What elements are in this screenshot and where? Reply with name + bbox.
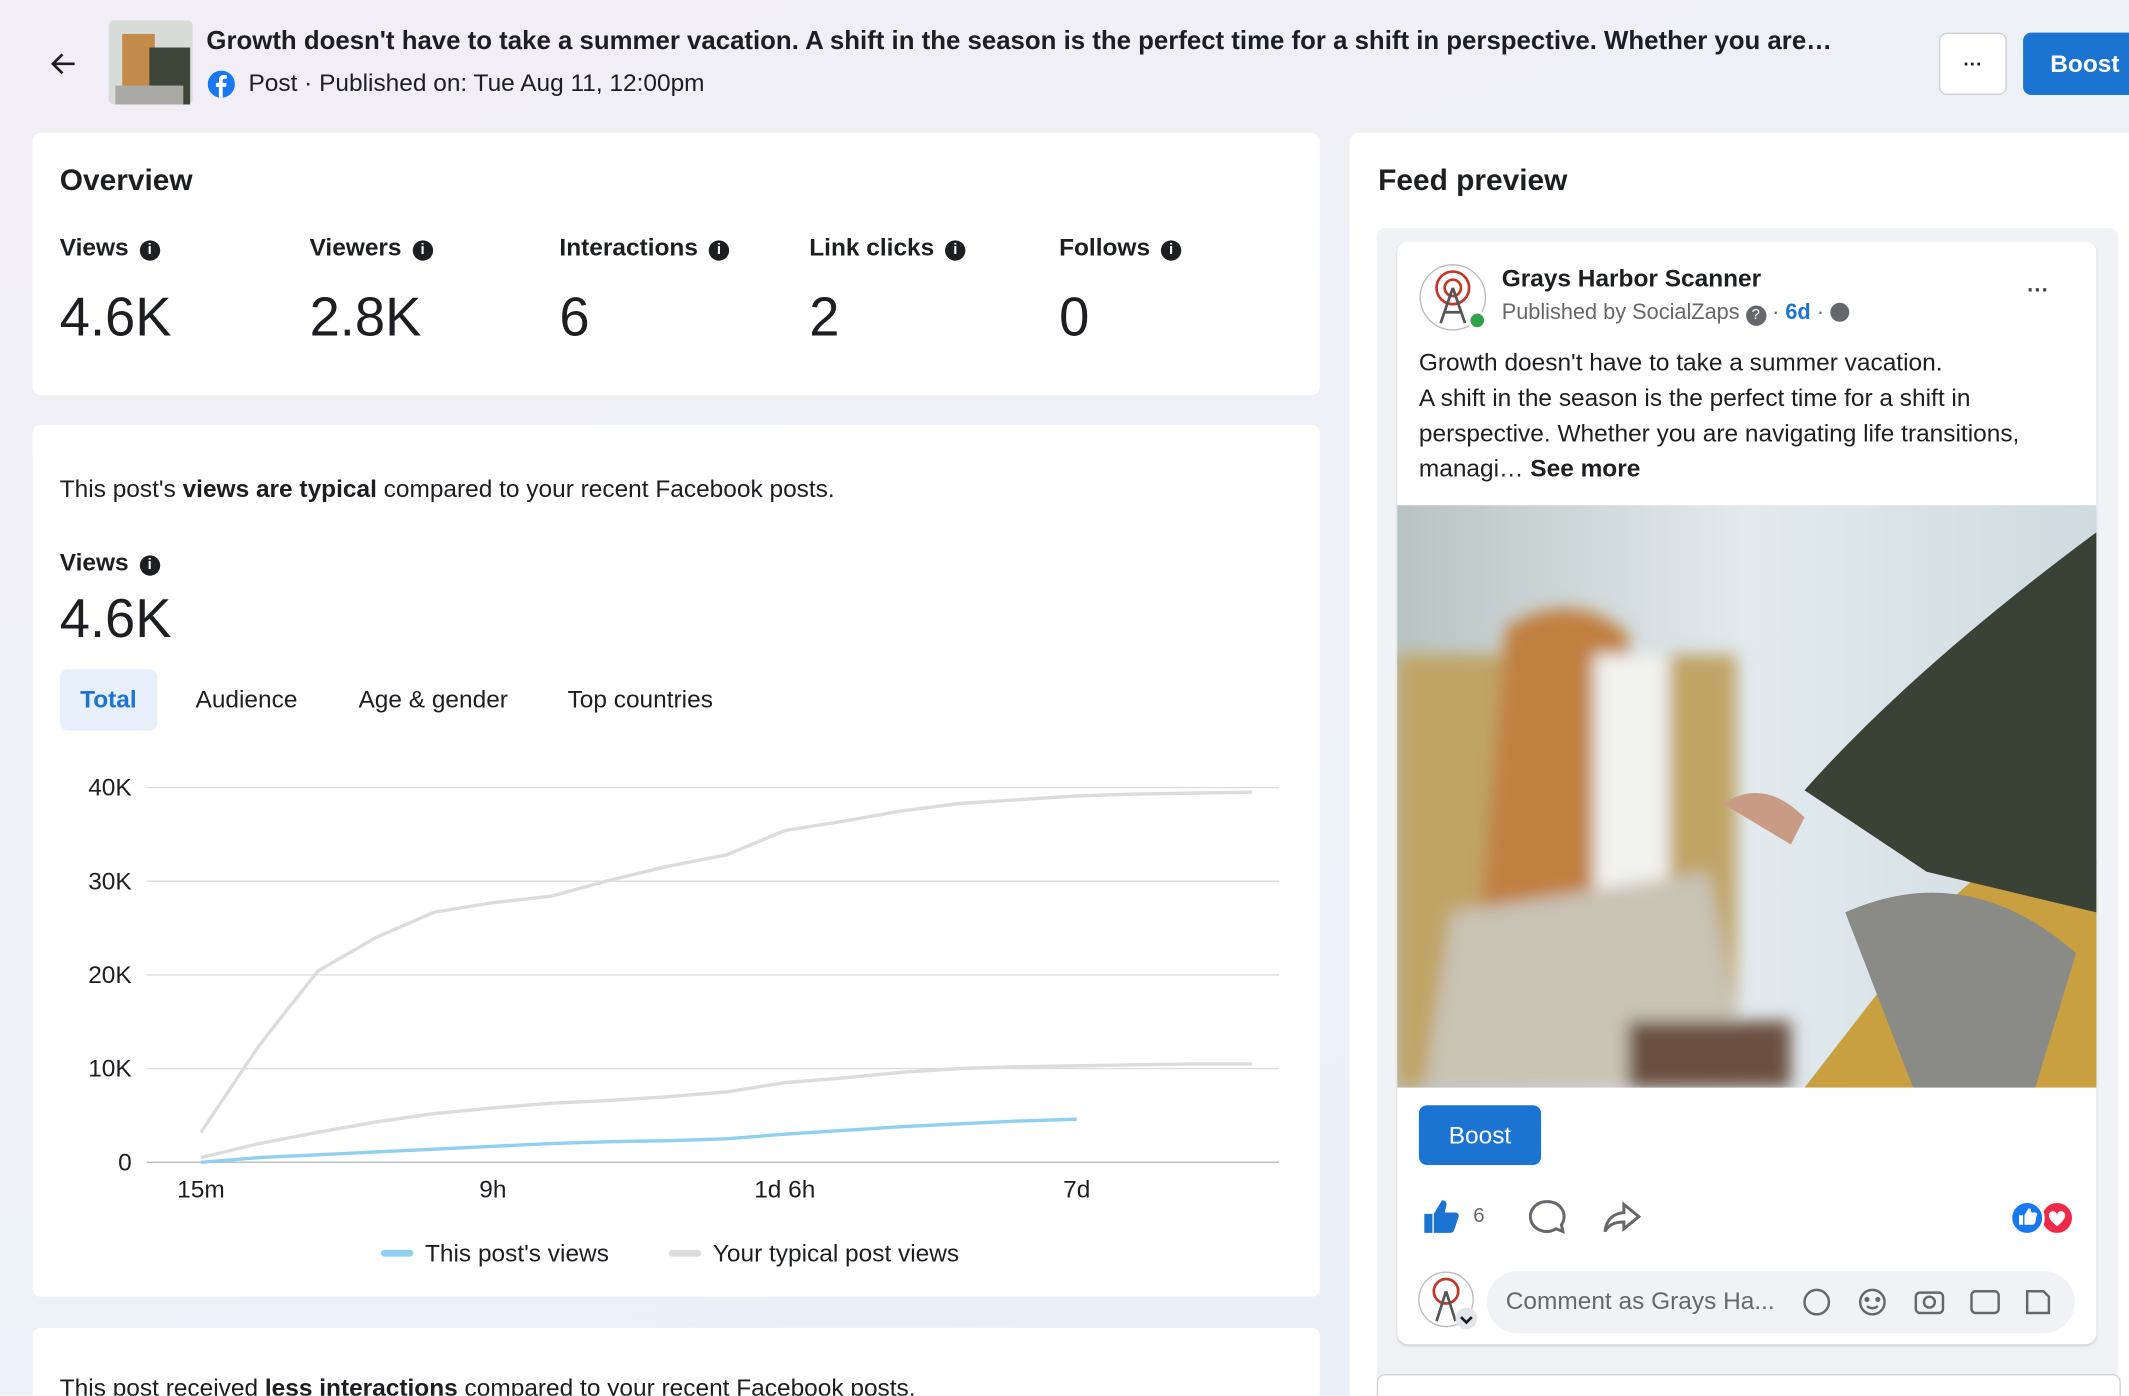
back-arrow[interactable] — [49, 49, 79, 79]
summary-text: This post received — [59, 1374, 265, 1396]
y-tick-label: 30K — [88, 868, 132, 895]
feed-title: Feed preview — [1378, 162, 1568, 197]
post-text-line: perspective. Whether you are navigating … — [1418, 419, 2020, 447]
interactions-summary: This post received less interactions com… — [60, 1374, 916, 1396]
post-title: Growth doesn't have to take a summer vac… — [206, 27, 1832, 56]
x-tick-label: 1d 6h — [754, 1177, 815, 1204]
views-label: Views i — [60, 549, 160, 578]
post-image — [1397, 505, 2097, 1088]
see-more[interactable]: See more — [1530, 454, 1641, 483]
page-name[interactable]: Grays Harbor Scanner — [1501, 264, 1762, 292]
metric-label: Link clicks i — [809, 233, 966, 263]
label-text: Views — [59, 548, 129, 576]
summary-text: This post's — [59, 475, 183, 503]
interactions-card — [32, 1327, 1320, 1396]
info-icon[interactable]: i — [708, 240, 730, 261]
legend-label: Your typical post views — [713, 1240, 959, 1267]
metric-label: Follows i — [1059, 233, 1182, 263]
metric-label: Views i — [60, 234, 160, 263]
info-icon[interactable]: i — [139, 240, 160, 261]
x-tick-label: 15m — [177, 1177, 225, 1204]
more-button[interactable]: ··· — [1938, 32, 2007, 96]
comment-icon[interactable] — [1526, 1198, 1567, 1239]
post-more[interactable]: ··· — [2027, 279, 2049, 303]
comment-placeholder: Comment as Grays Ha... — [1505, 1287, 1775, 1315]
summary-text: compared to your recent Facebook posts. — [376, 475, 835, 503]
share-icon[interactable] — [1602, 1200, 1643, 1235]
views-card — [32, 424, 1320, 1297]
globe-icon — [1830, 302, 1850, 322]
tab[interactable]: Audience — [195, 685, 298, 713]
metric-value: 2 — [809, 287, 840, 348]
overview-card — [32, 133, 1320, 396]
info-icon[interactable]: i — [945, 240, 966, 261]
boost-button[interactable]: Boost — [2023, 32, 2129, 96]
info-icon[interactable]: i — [1160, 240, 1182, 261]
series-line — [200, 1117, 1077, 1164]
label-text: Link clicks — [809, 233, 935, 261]
comment-tool-icons[interactable] — [1800, 1284, 2058, 1319]
metric-value: 6 — [559, 287, 590, 348]
views-value: 4.6K — [59, 589, 172, 650]
next-post-card — [1376, 1374, 2121, 1396]
separator: · — [1816, 301, 1824, 325]
legend-label: This post's views — [425, 1240, 609, 1267]
metric-label: Interactions i — [559, 233, 730, 263]
metric-value: 0 — [1059, 287, 1090, 348]
separator: · — [1772, 301, 1780, 325]
label-text: Follows — [1059, 233, 1151, 261]
metric-value: 4.6K — [59, 287, 172, 348]
info-icon[interactable]: i — [139, 555, 160, 576]
info-icon[interactable]: i — [412, 240, 433, 261]
x-tick-label: 9h — [479, 1177, 506, 1204]
overview-title: Overview — [59, 162, 193, 197]
range-line — [199, 790, 1252, 1134]
commenter-avatar — [1418, 1271, 1478, 1330]
metric-value: 2.8K — [309, 287, 422, 348]
views-summary: This post's views are typical compared t… — [60, 475, 835, 504]
post-meta: Post · Published on: Tue Aug 11, 12:00pm — [248, 69, 705, 97]
post-text-line: A shift in the season is the perfect tim… — [1418, 384, 1971, 412]
published-by: Published by SocialZaps — [1501, 301, 1740, 325]
help-icon[interactable]: ? — [1745, 305, 1767, 326]
tab[interactable]: Top countries — [567, 685, 713, 713]
comment-input[interactable] — [1486, 1270, 2075, 1334]
post-text-line: Growth doesn't have to take a summer vac… — [1418, 348, 1943, 377]
tab[interactable]: Age & gender — [358, 685, 508, 713]
summary-emphasis: views are typical — [182, 475, 377, 503]
label-text: Views — [59, 233, 129, 261]
post-boost-button[interactable]: Boost — [1418, 1105, 1542, 1165]
y-tick-label: 10K — [88, 1056, 132, 1083]
post-byline: Published by SocialZaps ? · 6d · — [1501, 301, 1850, 326]
like-count: 6 — [1473, 1204, 1485, 1228]
label-text: Interactions — [559, 233, 698, 261]
summary-emphasis: less interactions — [264, 1374, 458, 1396]
y-tick-label: 20K — [88, 962, 132, 989]
x-tick-label: 7d — [1063, 1177, 1090, 1204]
like-icon[interactable] — [1422, 1198, 1460, 1236]
post-age[interactable]: 6d — [1785, 301, 1811, 325]
y-tick-label: 0 — [118, 1149, 132, 1176]
facebook-icon — [207, 70, 235, 98]
label-text: Viewers — [309, 233, 402, 261]
summary-text: compared to your recent Facebook posts. — [457, 1374, 916, 1396]
tab-active[interactable]: Total — [59, 669, 158, 731]
post-text-line: managi… See more — [1418, 454, 1641, 483]
reaction-icons — [2009, 1200, 2075, 1236]
page-avatar — [1419, 264, 1487, 331]
series-line — [200, 1062, 1252, 1160]
metric-label: Viewers i — [310, 234, 433, 263]
y-tick-label: 40K — [88, 775, 132, 802]
post-thumbnail — [108, 20, 193, 105]
